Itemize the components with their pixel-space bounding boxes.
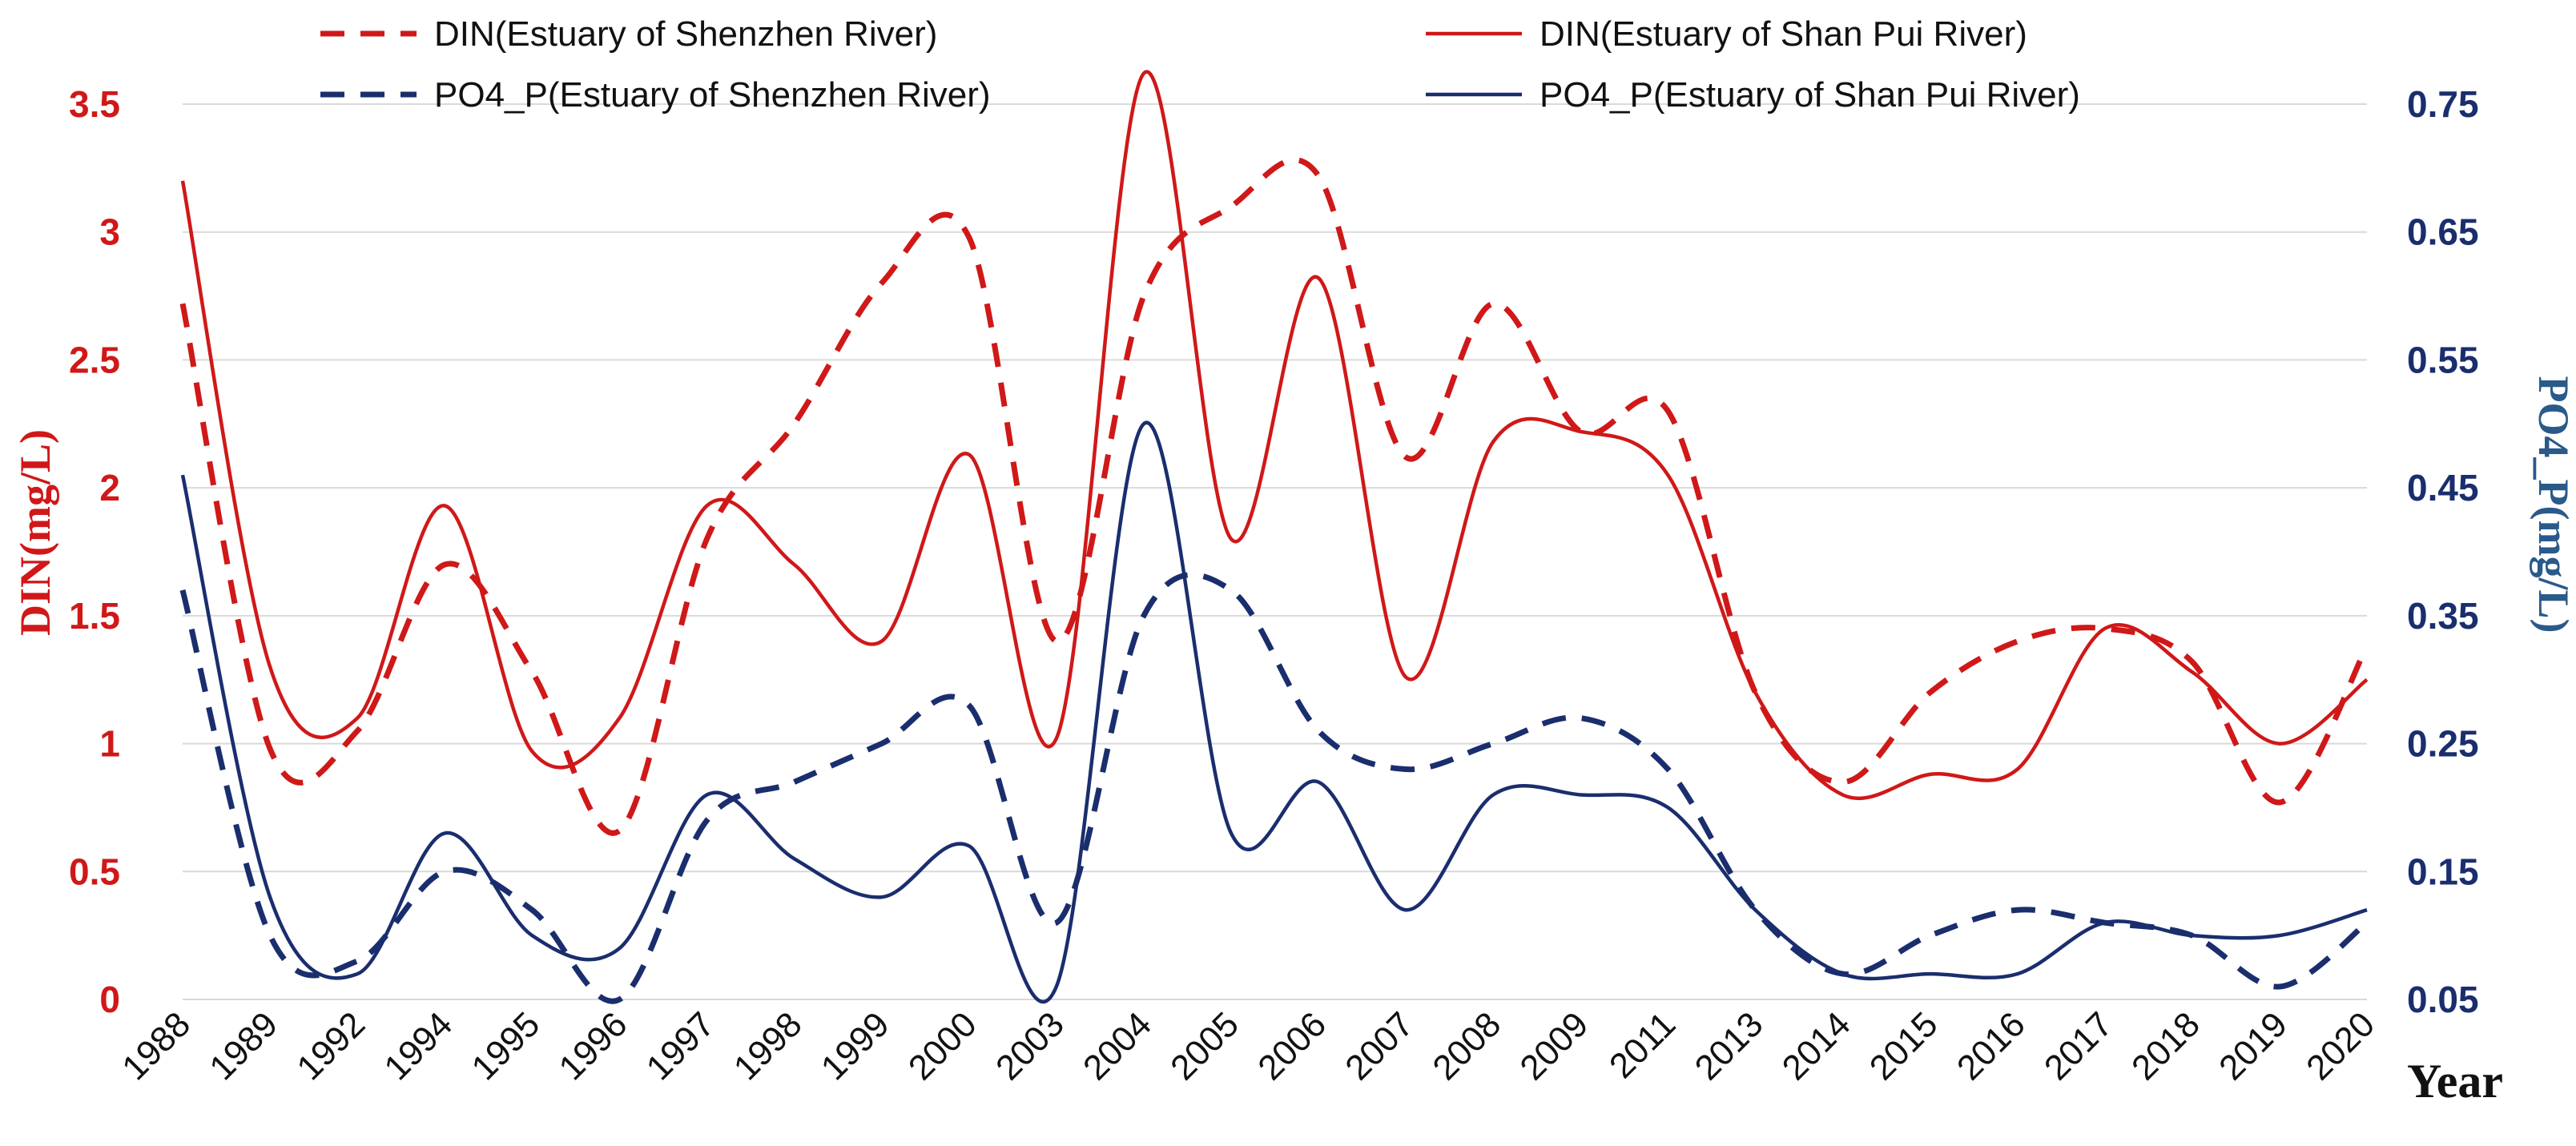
y-right-tick-label: 0.35 — [2407, 595, 2479, 637]
series-din-shan-pui-line — [180, 70, 2369, 801]
x-tick-label: 1996 — [552, 1004, 635, 1088]
y-left-tick-label: 3.5 — [69, 83, 120, 125]
series-po4-shan-pui-legend-label: PO4_P(Estuary of Shan Pui River) — [1540, 75, 2080, 115]
x-tick-label: 2015 — [1862, 1004, 1946, 1088]
x-tick-label: 2016 — [1950, 1004, 2033, 1088]
y-axis-left-title: DIN(mg/L) — [11, 429, 59, 636]
x-tick-label: 1995 — [465, 1004, 548, 1088]
y-axis-right-ticks: 0.05 0.15 0.25 0.35 0.45 0.55 0.65 0.75 — [2407, 83, 2479, 1020]
x-tick-label: 2005 — [1163, 1004, 1246, 1088]
x-tick-label: 1992 — [289, 1004, 372, 1088]
x-axis-title: Year — [2407, 1055, 2503, 1108]
y-right-tick-label: 0.75 — [2407, 83, 2479, 125]
x-tick-label: 2003 — [988, 1004, 1072, 1088]
x-axis-ticks: 1988 1989 1992 1994 1995 1996 1997 1998 1999 2000… — [115, 1004, 2382, 1088]
y-left-tick-label: 3 — [99, 211, 120, 253]
x-tick-label: 2017 — [2037, 1004, 2120, 1088]
x-tick-label: 2013 — [1688, 1004, 1771, 1088]
x-tick-label: 2009 — [1512, 1004, 1596, 1088]
x-tick-label: 2019 — [2212, 1004, 2295, 1088]
y-left-tick-label: 1 — [99, 723, 120, 765]
x-tick-label: 1997 — [639, 1004, 722, 1088]
y-right-tick-label: 0.45 — [2407, 467, 2479, 509]
x-tick-label: 1989 — [202, 1004, 285, 1088]
y-axis-right-title: PO4_P(mg/L) — [2530, 376, 2576, 633]
x-tick-label: 1998 — [727, 1004, 810, 1088]
y-axis-left-ticks: 0 0.5 1 1.5 2 2.5 3 3.5 — [69, 83, 120, 1020]
y-right-tick-label: 0.05 — [2407, 979, 2479, 1020]
y-right-tick-label: 0.55 — [2407, 339, 2479, 380]
y-right-tick-label: 0.15 — [2407, 850, 2479, 892]
x-tick-label: 2011 — [1602, 1004, 1684, 1086]
x-tick-label: 2007 — [1338, 1004, 1421, 1088]
x-tick-label: 2014 — [1775, 1004, 1858, 1088]
series-po4-shenzhen-line — [179, 572, 2369, 1004]
x-tick-label: 1994 — [376, 1004, 460, 1088]
y-right-tick-label: 0.25 — [2407, 723, 2479, 765]
series-po4-shenzhen-legend-label: PO4_P(Estuary of Shenzhen River) — [434, 75, 991, 115]
x-tick-label: 2020 — [2299, 1004, 2382, 1088]
y-left-tick-label: 1.5 — [69, 595, 120, 637]
x-tick-label: 2018 — [2124, 1004, 2208, 1088]
y-right-tick-label: 0.65 — [2407, 211, 2479, 253]
x-tick-label: 1999 — [814, 1004, 897, 1088]
grid-lines — [183, 103, 2367, 1000]
x-tick-label: 2000 — [901, 1004, 984, 1088]
y-left-tick-label: 2.5 — [69, 339, 120, 380]
series-din-shan-pui-legend-label: DIN(Estuary of Shan Pui River) — [1540, 14, 2027, 54]
x-tick-label: 1988 — [115, 1004, 198, 1088]
series-po4-shan-pui-line — [180, 420, 2368, 1004]
series-din-shenzhen-line — [179, 157, 2370, 836]
y-left-tick-label: 0 — [99, 979, 120, 1020]
series-lines — [179, 70, 2370, 1004]
series-din-shenzhen-legend-label: DIN(Estuary of Shenzhen River) — [434, 14, 937, 54]
y-left-tick-label: 0.5 — [69, 850, 120, 892]
legend: DIN(Estuary of Shenzhen River) DIN(Estuar… — [320, 14, 2080, 115]
x-tick-label: 2006 — [1250, 1004, 1334, 1088]
x-tick-label: 2004 — [1076, 1004, 1159, 1088]
x-tick-label: 2008 — [1425, 1004, 1508, 1088]
y-left-tick-label: 2 — [99, 467, 120, 509]
